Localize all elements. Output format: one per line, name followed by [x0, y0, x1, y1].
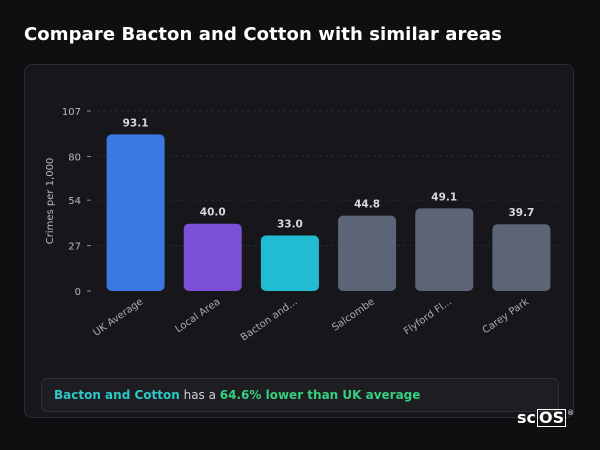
- bar: [183, 223, 242, 291]
- summary-difference: 64.6% lower than UK average: [219, 388, 421, 402]
- bar: [106, 134, 165, 291]
- crime-rate-bar-chart: 0 27 54 80 107 Crimes per 1,000 93.1 UK Average…: [45, 107, 560, 344]
- bar-value-label: 93.1: [123, 117, 149, 129]
- comparison-summary: Bacton and Cotton has a 64.6% lower than…: [41, 378, 559, 412]
- logo-prefix: sc: [517, 408, 537, 427]
- bar-value-label: 39.7: [508, 207, 534, 219]
- y-tick-label: 54: [68, 196, 81, 207]
- scos-logo: sc OS ®: [517, 409, 574, 427]
- category-label: Flyford Fl...: [402, 296, 454, 337]
- bar-value-label: 40.0: [200, 207, 226, 219]
- y-tick-label: 107: [62, 107, 81, 118]
- bar-value-label: 44.8: [354, 199, 380, 211]
- bar: [260, 235, 319, 291]
- bar: [338, 215, 397, 291]
- logo-boxed-text: OS: [537, 408, 567, 427]
- y-tick-label: 0: [75, 287, 81, 298]
- bar: [492, 224, 551, 291]
- bar-value-label: 33.0: [277, 218, 303, 230]
- category-label: Carey Park: [481, 296, 532, 336]
- category-label: Salcombe: [330, 296, 377, 333]
- category-label: UK Average: [91, 296, 145, 338]
- page-title: Compare Bacton and Cotton with similar a…: [24, 24, 502, 45]
- category-label: Bacton and...: [239, 296, 300, 343]
- logo-registered-mark: ®: [567, 409, 575, 417]
- chart-card: 0 27 54 80 107 Crimes per 1,000 93.1 UK Average…: [24, 64, 574, 418]
- category-label: Local Area: [173, 296, 222, 335]
- y-tick-label: 80: [68, 152, 81, 163]
- bar: [415, 208, 474, 291]
- summary-connector-text: has a: [179, 388, 220, 402]
- y-axis-label: Crimes per 1,000: [45, 158, 56, 245]
- bar-value-label: 49.1: [431, 191, 457, 203]
- summary-area-name: Bacton and Cotton: [54, 388, 180, 402]
- y-tick-label: 27: [68, 242, 81, 253]
